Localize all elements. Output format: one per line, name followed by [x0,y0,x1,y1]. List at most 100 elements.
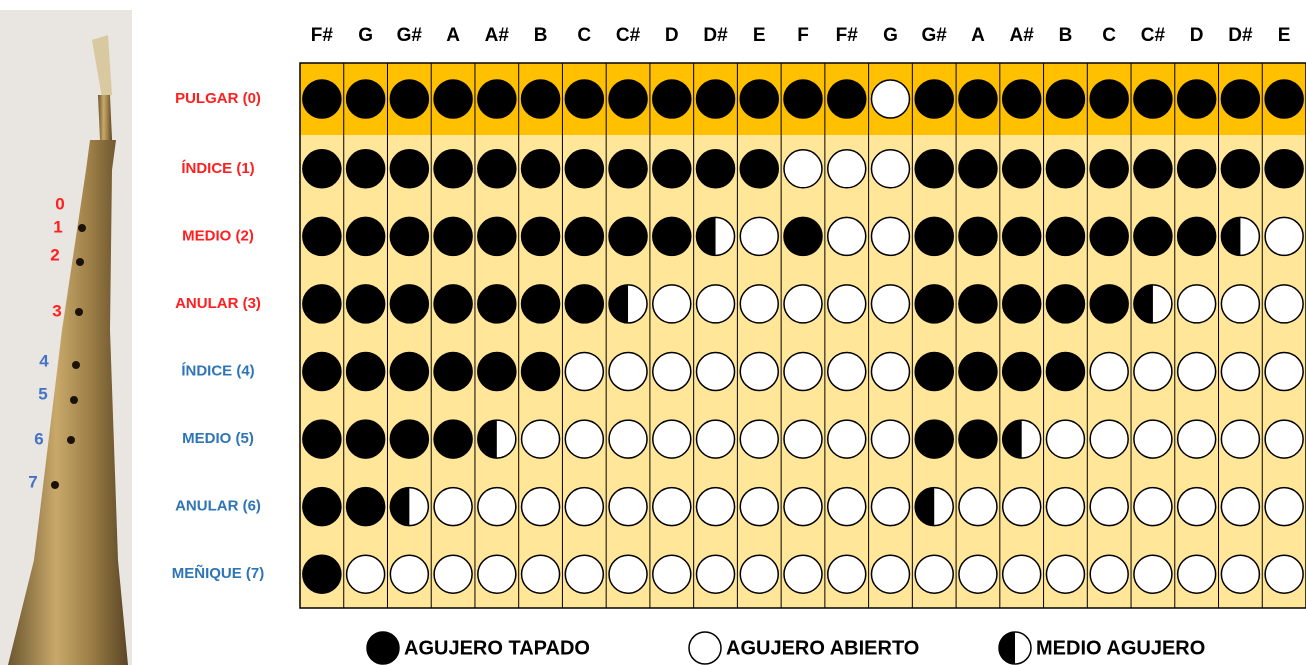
hole-state [652,216,692,257]
hole-state [695,486,736,527]
hole-state [783,216,823,257]
hole-state [1089,351,1129,392]
note-header: A [971,25,985,46]
hole-state [739,486,780,527]
hole-state [520,554,561,594]
hole-state [1045,486,1086,527]
hole-state [826,419,867,459]
hole-state [1220,554,1261,594]
hole-state [1001,79,1042,119]
hole-state [345,419,386,459]
hole-state [433,79,473,119]
hole-state [1045,79,1086,119]
hole-label: 6 [34,429,43,448]
hole-state [564,486,605,527]
hole-state [1089,284,1129,324]
hole-state [1176,149,1217,189]
hole-state [695,284,736,324]
note-header: A# [1010,25,1035,46]
hole-state [1176,216,1217,257]
hole-state [958,79,998,119]
hole-state [477,216,517,257]
hole-state [345,486,386,527]
legend-label: AGUJERO TAPADO [404,637,590,659]
hole-state [302,554,342,594]
hole-state [1089,149,1129,189]
hole-state [1045,419,1086,459]
hole-state [302,284,342,324]
hole-state [870,79,911,119]
finger-label: ÍNDICE (4) [181,362,254,379]
note-header: C [577,25,591,46]
hole-state [520,419,561,459]
hole-state [1001,554,1042,594]
hole-state [433,149,473,189]
finger-label: ÍNDICE (1) [181,160,254,177]
hole-state [302,216,342,257]
hole-state [870,419,911,459]
hole-state [695,554,736,594]
hole-state [1045,351,1086,392]
note-header: A# [485,25,510,46]
hole-state [433,216,473,257]
hole-state [1001,351,1042,392]
hole-state [389,79,430,119]
hole-state [652,554,692,594]
hole-state [1176,419,1217,459]
hole-state-half [1133,284,1153,323]
hole-state [564,79,605,119]
hole-state [564,554,605,594]
hole-state [1264,351,1304,392]
hole-state [608,554,648,594]
hole-state [870,554,911,594]
hole-state [958,351,998,392]
hole-state [914,419,954,459]
hole-state [520,149,561,189]
hole-state [870,351,911,392]
hole-state [389,554,430,594]
hole-state [739,351,780,392]
hole-state [345,284,386,324]
hole-label: 3 [52,301,61,320]
hole-state [345,216,386,257]
hole-state [958,149,998,189]
hole-state [433,284,473,324]
hole-state [477,79,517,119]
hole-state [1133,554,1173,594]
hole-state-half [1221,217,1241,256]
hole-state [695,351,736,392]
hole-state [914,351,954,392]
hole-state [1176,554,1217,594]
hole-state [783,351,823,392]
hole-state [608,216,648,257]
hole-state [389,216,430,257]
hole-state [1133,486,1173,527]
legend-label: AGUJERO ABIERTO [726,637,919,659]
hole-state [826,284,867,324]
hole-state [695,419,736,459]
hole-state [914,284,954,324]
hole-state [608,486,648,527]
hole-state [389,284,430,324]
hole-state-half [477,420,497,459]
hole-state [1089,216,1129,257]
finger-label: ANULAR (6) [175,498,261,515]
hole-state [433,554,473,594]
hole-state [739,419,780,459]
staple [98,95,112,140]
hole-state [302,79,342,119]
hole-state [826,79,867,119]
hole-state [739,216,780,257]
note-header: C [1102,25,1116,46]
hole-state [608,79,648,119]
hole-state [477,554,517,594]
hole-state [783,554,823,594]
note-header: F# [836,25,859,46]
hole-state [1133,79,1173,119]
hole-state [345,351,386,392]
hole-state [1133,216,1173,257]
note-header: D [665,25,679,46]
hole-state [389,351,430,392]
hole-state [564,351,605,392]
hole-state [433,351,473,392]
